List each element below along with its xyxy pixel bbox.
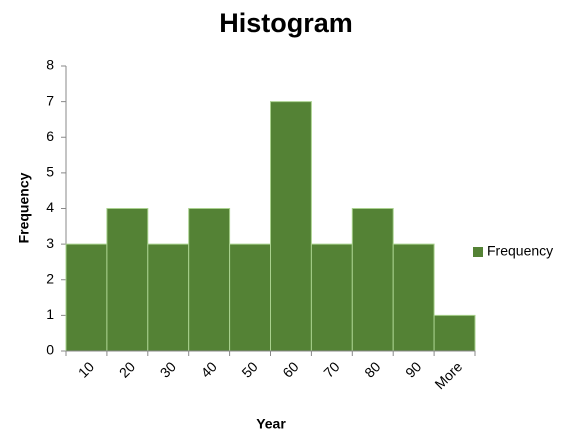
y-tick-label: 5: [46, 164, 54, 180]
y-tick-label: 7: [46, 92, 54, 108]
legend-label: Frequency: [487, 243, 553, 259]
x-axis-label: Year: [256, 416, 286, 432]
x-tick-label: 40: [198, 358, 220, 380]
bar: [351, 208, 394, 352]
bar: [188, 208, 231, 352]
y-tick-label: 6: [46, 128, 54, 144]
x-tick-label: More: [431, 358, 465, 392]
y-tick-label: 4: [46, 199, 54, 215]
x-tick-label: 80: [361, 358, 383, 380]
bar: [310, 243, 353, 352]
y-tick-label: 3: [46, 235, 54, 251]
bar: [270, 101, 312, 352]
x-tick-label: 20: [116, 358, 138, 380]
y-tick-label: 1: [46, 306, 54, 322]
y-tick-label: 8: [46, 57, 54, 73]
bar: [106, 208, 149, 352]
bar: [229, 243, 272, 352]
bar: [65, 243, 108, 352]
x-tick-label: 10: [75, 358, 97, 380]
y-axis-label: Frequency: [16, 172, 32, 243]
x-tick-label: 70: [320, 358, 342, 380]
y-tick-label: 2: [46, 270, 54, 286]
x-tick-label: 60: [279, 358, 301, 380]
y-tick-label: 0: [46, 342, 54, 358]
legend-swatch: [473, 247, 483, 257]
bar: [147, 243, 190, 352]
bar: [433, 314, 476, 352]
x-tick-label: 50: [238, 358, 260, 380]
bar: [392, 243, 435, 352]
x-tick-label: 90: [402, 358, 424, 380]
chart-title: Histogram: [219, 8, 353, 38]
x-tick-label: 30: [157, 358, 179, 380]
